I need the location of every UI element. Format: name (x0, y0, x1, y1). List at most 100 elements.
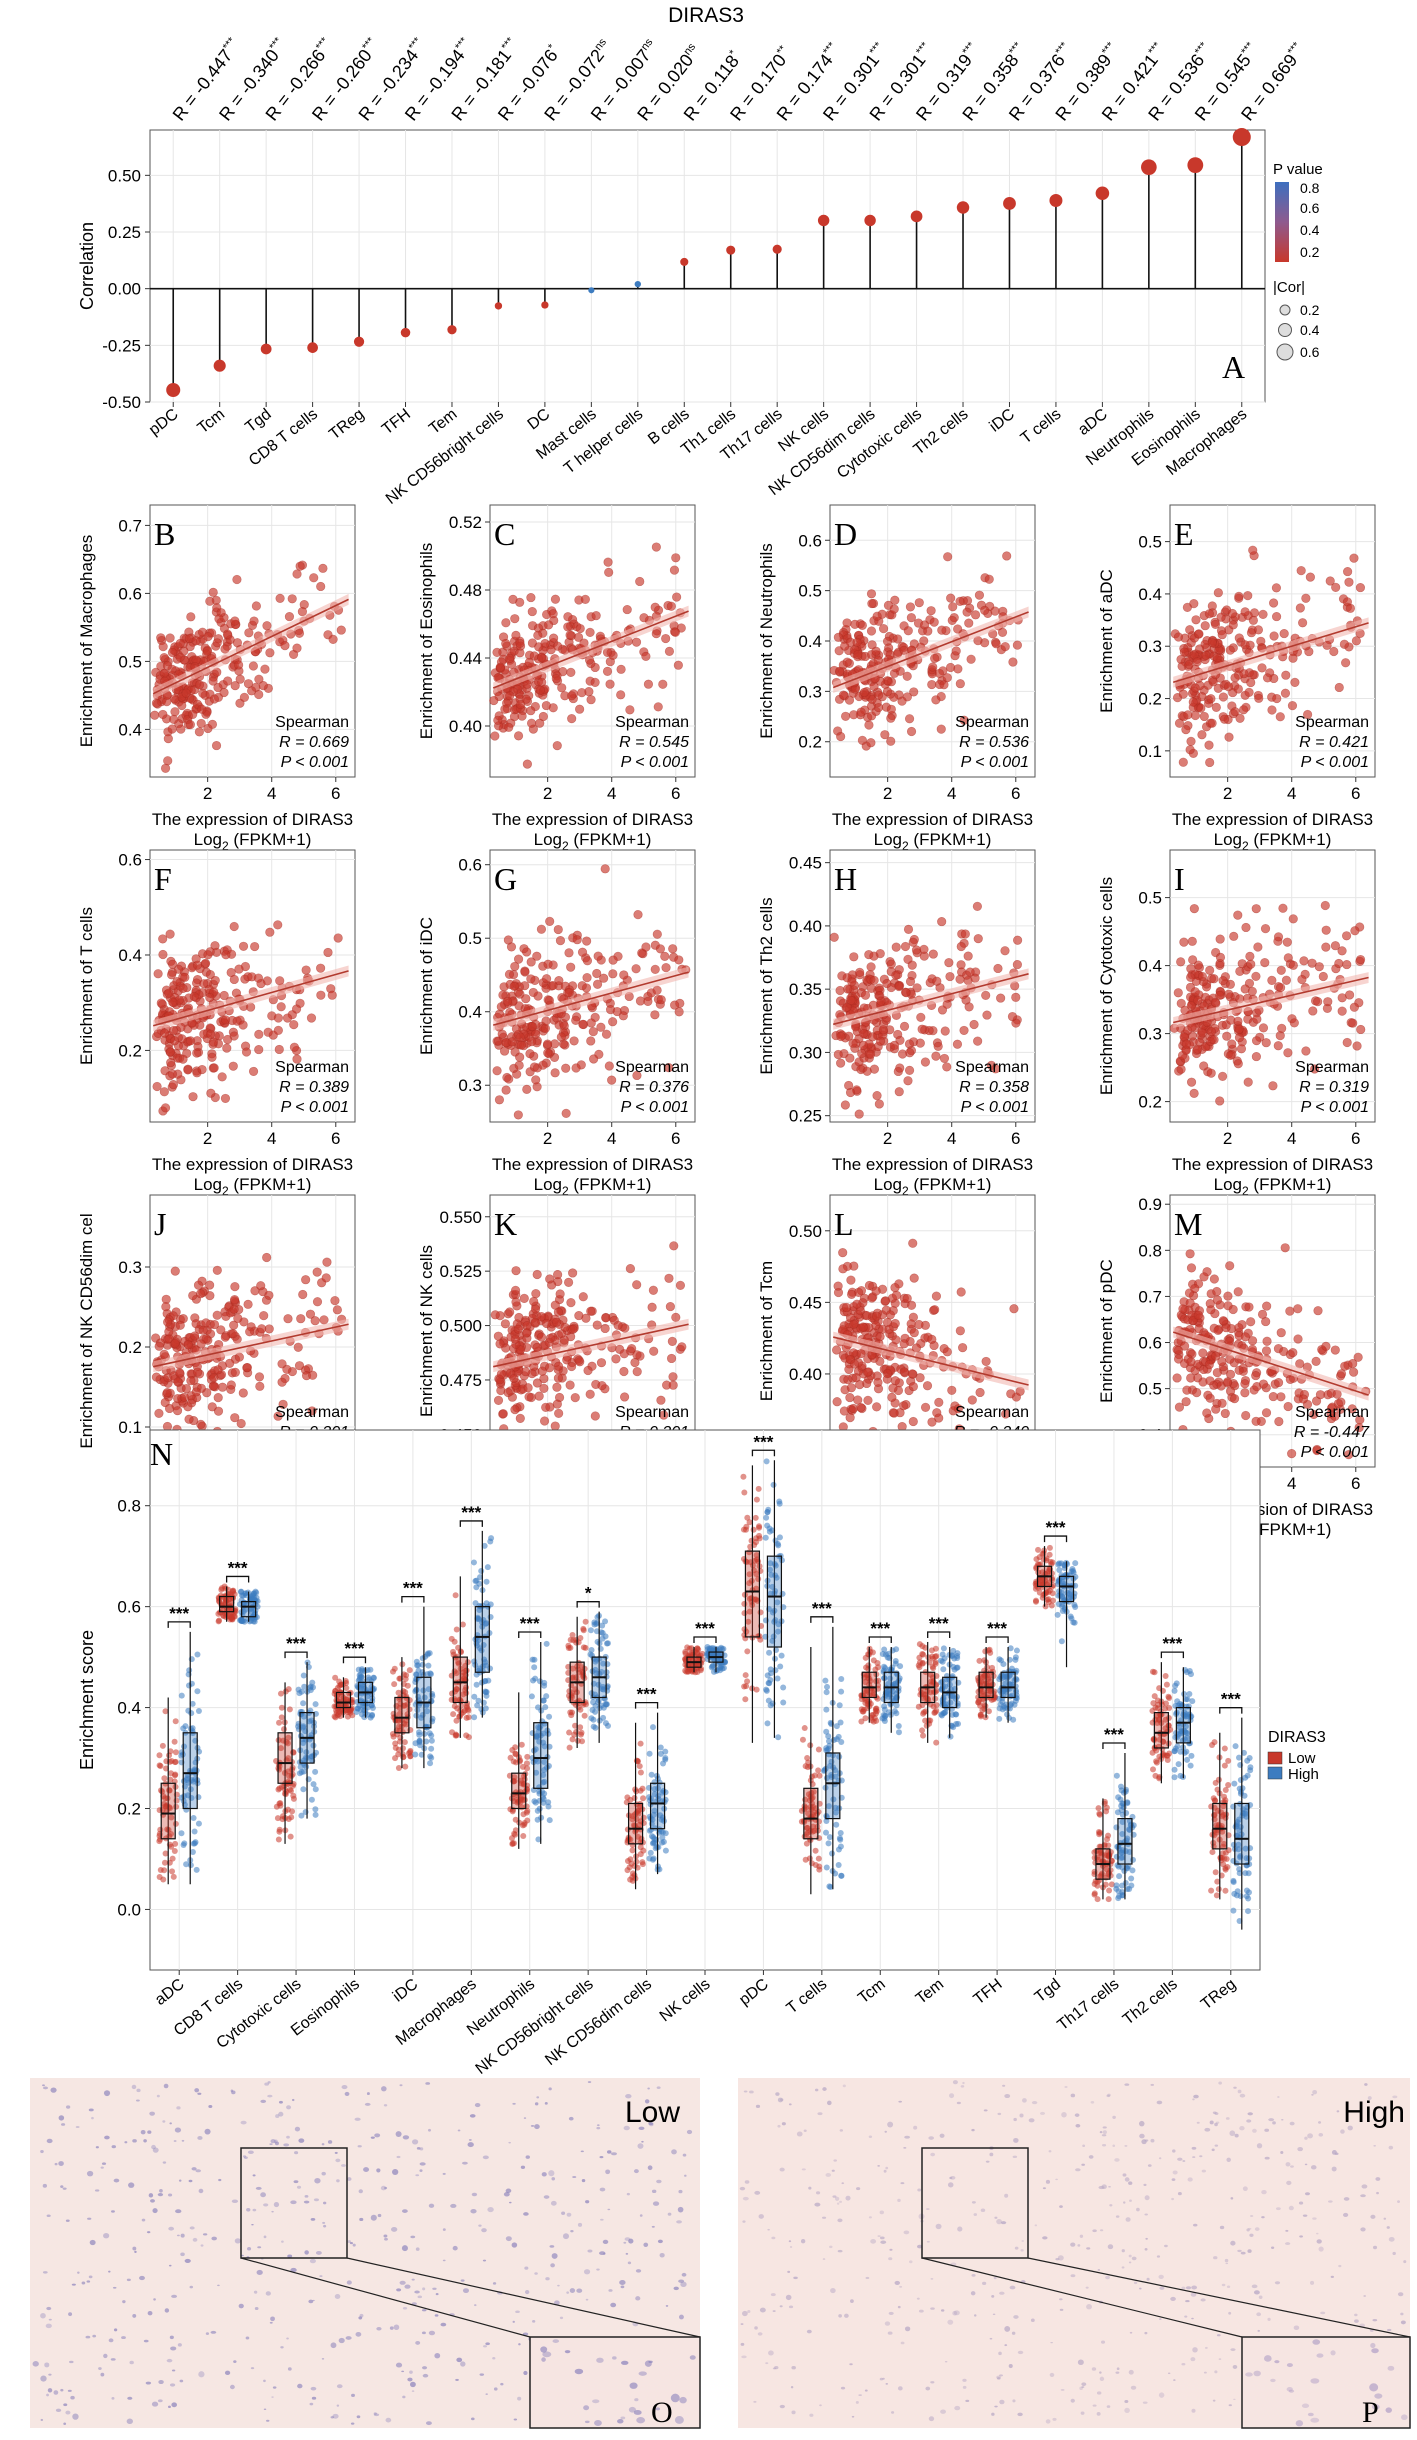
scatter-point (209, 1319, 220, 1330)
x-tick-label: 6 (331, 1129, 340, 1148)
scatter-point (1285, 1306, 1295, 1316)
scatter-point (294, 1361, 305, 1371)
scatter-point (193, 1367, 203, 1377)
jitter-point (395, 1751, 402, 1758)
scatter-point (217, 1072, 227, 1082)
scatter-point (601, 1029, 612, 1039)
scatter-point (1258, 1379, 1269, 1389)
significance-superscript: *** (960, 40, 978, 58)
scatter-point (1241, 922, 1251, 933)
jitter-point (566, 1729, 573, 1736)
jitter-point (276, 1800, 283, 1807)
jitter-point (756, 1524, 763, 1531)
scatter-point (1194, 629, 1204, 639)
significance-superscript: ns (592, 36, 609, 53)
panel-n-boxplot: ********* **************************** ***… (77, 1429, 1326, 2078)
jitter-point (465, 1714, 472, 1721)
scatter-point (516, 699, 526, 710)
scatter-point (274, 1044, 284, 1055)
scatter-point (501, 638, 511, 649)
scatter-point (295, 561, 305, 571)
scatter-point (550, 1421, 560, 1431)
scatter-point (1318, 971, 1328, 982)
scatter-panel-letter: K (494, 1206, 517, 1242)
scatter-point (931, 1051, 941, 1061)
scatter-point (201, 1318, 211, 1328)
scatter-point (908, 1238, 918, 1248)
scatter-point (221, 950, 231, 960)
scatter-point (991, 639, 1001, 649)
scatter-point (1243, 591, 1253, 601)
scatter-point (158, 949, 168, 960)
scatter-point (1215, 952, 1226, 962)
scatter-point (1337, 1006, 1347, 1016)
scatter-point (1246, 1317, 1256, 1327)
x-tick-label: TReg (326, 406, 367, 443)
scatter-point (1206, 1027, 1216, 1037)
scatter-point (1257, 663, 1267, 673)
jitter-point (637, 1844, 644, 1851)
scatter-point (1217, 630, 1227, 640)
scatter-point (1244, 1302, 1254, 1312)
scatter-point (1204, 1360, 1214, 1370)
scatter-point (630, 1357, 640, 1368)
scatter-point (515, 638, 525, 648)
y-tick-label: 0.4 (458, 1003, 482, 1022)
x-tick-label: 4 (267, 784, 276, 803)
scatter-point (208, 587, 218, 597)
scatter-point (1223, 682, 1234, 692)
scatter-point (972, 901, 982, 911)
scatter-point (1227, 1039, 1237, 1049)
scatter-point (1241, 1410, 1251, 1421)
scatter-point (553, 924, 563, 935)
scatter-point (1301, 593, 1311, 603)
scatter-point (507, 1037, 517, 1047)
lollipop-dot (680, 257, 689, 266)
jitter-point (629, 1847, 636, 1854)
scatter-point (1204, 609, 1214, 619)
scatter-point (1007, 1011, 1018, 1022)
scatter-point (1213, 1325, 1223, 1335)
scatter-point (570, 1393, 580, 1403)
scatter-point (1222, 1377, 1233, 1387)
scatter-point (929, 617, 939, 627)
scatter-point (529, 1062, 540, 1072)
significance-superscript: *** (360, 35, 378, 53)
scatter-point (590, 677, 600, 687)
scatter-point (901, 987, 911, 998)
scatter-point (1340, 1361, 1350, 1371)
scatter-point (586, 1018, 596, 1028)
jitter-point (740, 1473, 747, 1480)
jitter-point (580, 1625, 587, 1632)
scatter-point (1181, 725, 1191, 735)
scatter-point (916, 1012, 926, 1022)
jitter-point (582, 1644, 589, 1651)
scatter-point (1182, 1385, 1192, 1395)
scatter-point (310, 1316, 320, 1326)
jitter-point (1049, 1590, 1056, 1597)
scatter-point (514, 1312, 524, 1323)
log-suffix: (FPKM+1) (1249, 830, 1332, 849)
scatter-point (945, 662, 956, 673)
scatter-point (490, 731, 500, 741)
jitter-point (1163, 1681, 1170, 1688)
scatter-point (1235, 713, 1245, 723)
scatter-point (164, 1327, 174, 1337)
scatter-point (189, 991, 199, 1002)
scatter-point (557, 683, 567, 693)
scatter-point (1229, 931, 1239, 941)
scatter-point (572, 935, 582, 945)
scatter-xlabel: The expression of DIRAS3 (1172, 810, 1373, 829)
log-suffix: (FPKM+1) (569, 1175, 652, 1194)
scatter-point (944, 958, 954, 968)
scatter-point (1197, 1028, 1207, 1038)
scatter-point (846, 995, 856, 1006)
scatter-point (545, 916, 555, 926)
scatter-point (521, 1328, 532, 1338)
scatter-point (1277, 1023, 1287, 1034)
scatter-point (160, 1028, 170, 1038)
scatter-point (296, 1314, 306, 1324)
scatter-point (548, 980, 558, 991)
scatter-point (308, 1370, 318, 1380)
